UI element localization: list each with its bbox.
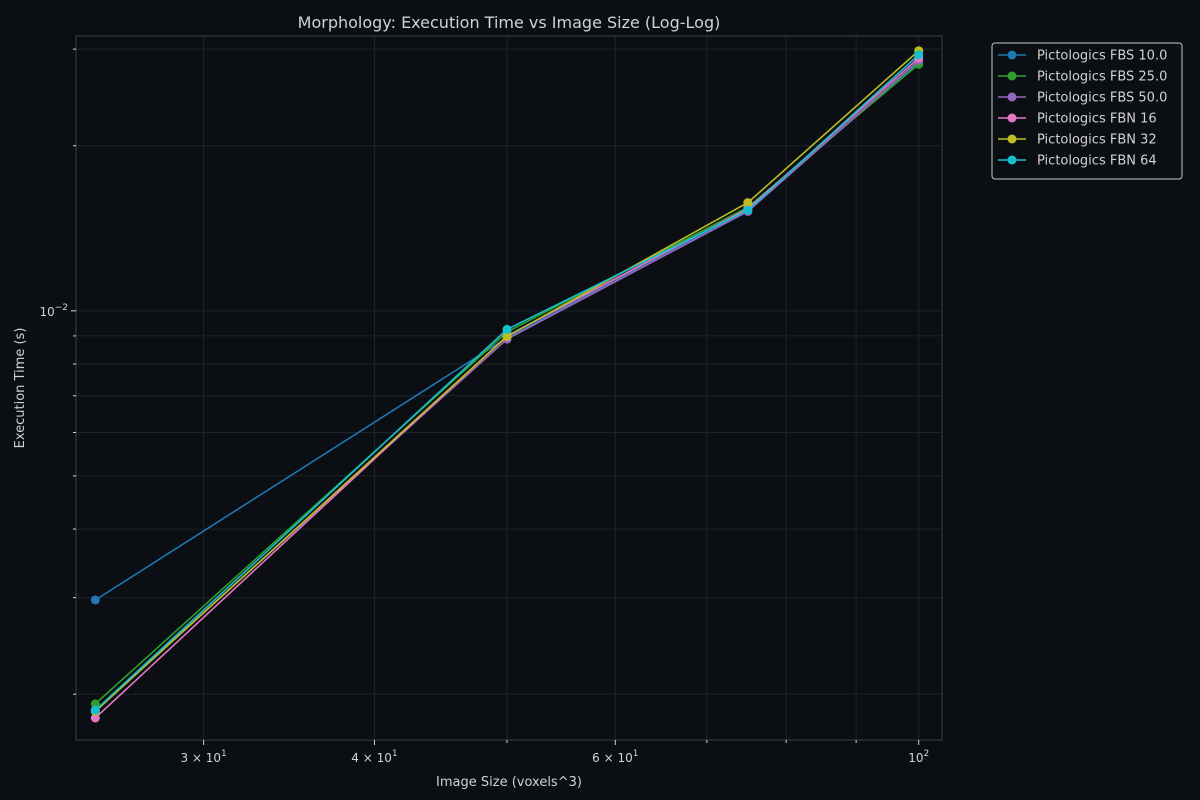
x-axis-label: Image Size (voxels^3)	[436, 775, 582, 790]
data-point	[90, 713, 100, 723]
legend-marker	[1007, 71, 1017, 81]
x-tick-label: 3 × 101	[180, 749, 226, 765]
legend-box	[991, 42, 1183, 180]
grid-lines	[76, 36, 942, 740]
legend-item: Pictologics FBN 64	[998, 154, 1157, 169]
legend-label: Pictologics FBS 10.0	[1037, 49, 1167, 64]
legend-marker	[1007, 113, 1017, 123]
data-point	[502, 324, 512, 334]
legend-item: Pictologics FBS 10.0	[998, 49, 1167, 64]
y-tick-label: 10−2	[39, 303, 68, 319]
legend-item: Pictologics FBN 16	[998, 112, 1157, 127]
legend-label: Pictologics FBS 50.0	[1037, 91, 1167, 106]
legend: Pictologics FBS 10.0 Pictologics FBS 25.0…	[991, 42, 1183, 180]
legend-item: Pictologics FBS 25.0	[998, 70, 1167, 85]
legend-label: Pictologics FBN 32	[1037, 133, 1157, 148]
legend-label: Pictologics FBN 64	[1037, 154, 1157, 169]
y-axis-label: Execution Time (s)	[13, 328, 28, 449]
axis-ticks: 3 × 101 4 × 101 6 × 101 102 10−2	[39, 48, 929, 765]
data-point	[914, 50, 924, 60]
data-point	[90, 705, 100, 715]
legend-label: Pictologics FBN 16	[1037, 112, 1157, 127]
axes-frame	[75, 35, 943, 741]
x-tick-label: 6 × 101	[592, 749, 638, 765]
data-point	[743, 205, 753, 215]
plot-series	[90, 46, 924, 723]
legend-marker	[1007, 155, 1017, 165]
legend-label: Pictologics FBS 25.0	[1037, 70, 1167, 85]
legend-marker	[1007, 92, 1017, 102]
data-point	[502, 331, 512, 341]
data-point	[743, 198, 753, 208]
legend-marker	[1007, 134, 1017, 144]
legend-marker	[1007, 50, 1017, 60]
chart-title: Morphology: Execution Time vs Image Size…	[298, 13, 721, 32]
series-line	[94, 54, 920, 711]
series-group	[90, 50, 924, 715]
x-tick-label: 102	[908, 749, 929, 765]
x-tick-label: 4 × 101	[351, 749, 397, 765]
data-point	[90, 595, 100, 605]
data-point	[90, 699, 100, 709]
legend-item: Pictologics FBN 32	[998, 133, 1157, 148]
legend-item: Pictologics FBS 50.0	[998, 91, 1167, 106]
